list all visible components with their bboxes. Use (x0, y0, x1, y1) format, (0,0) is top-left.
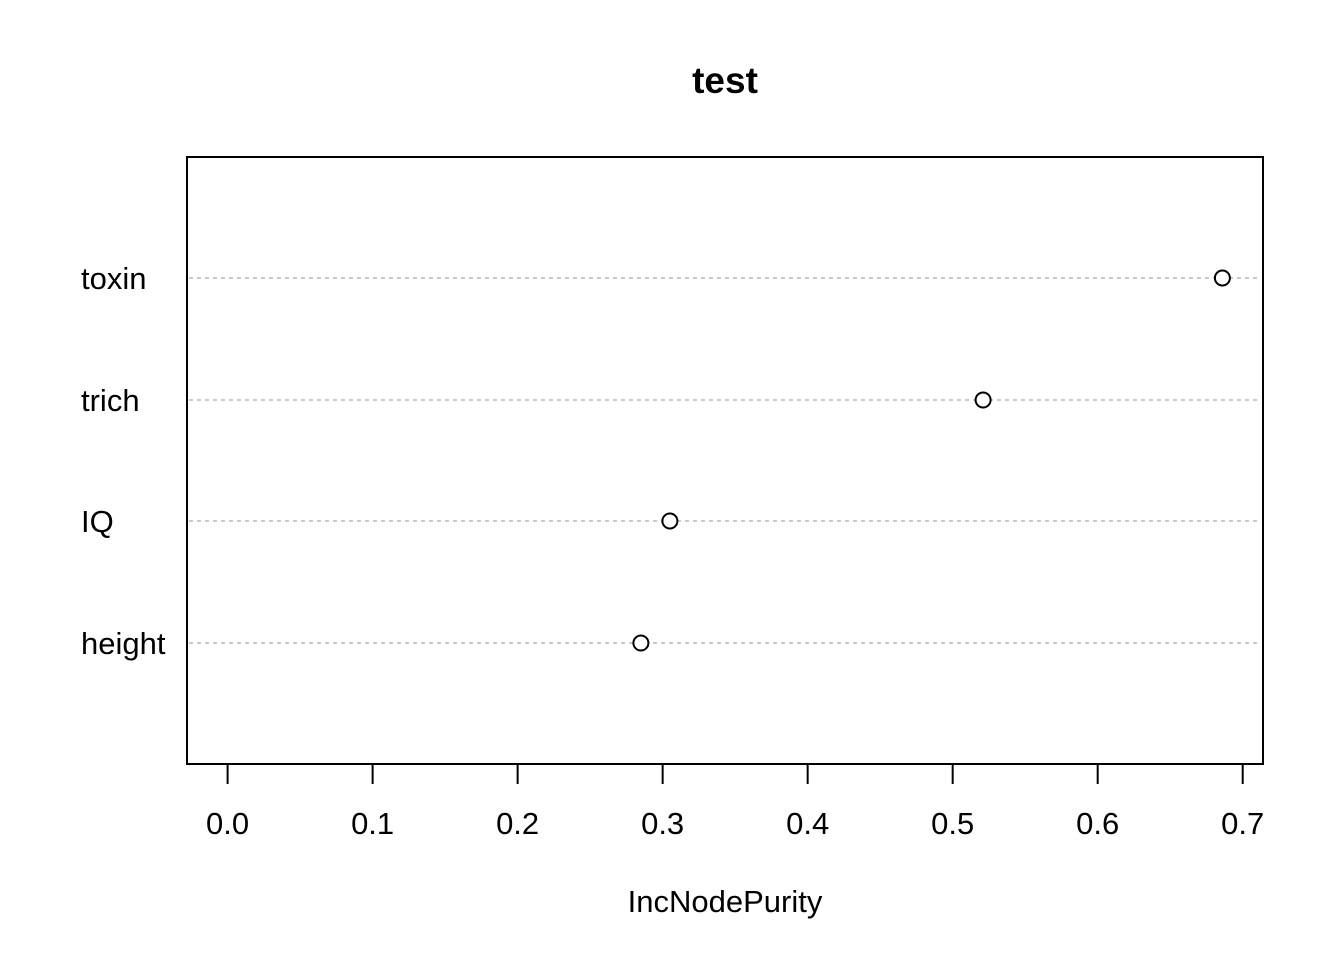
data-point-trich (974, 391, 992, 409)
x-tick-label: 0.5 (931, 806, 974, 841)
data-points (632, 269, 1231, 652)
category-label-trich: trich (81, 383, 140, 418)
x-tick-label: 0.1 (351, 806, 394, 841)
x-axis: 0.0 0.1 0.2 0.3 0.4 0.5 0.6 0.7 (206, 763, 1264, 841)
x-tick-label: 0.6 (1076, 806, 1119, 841)
category-label-height: height (81, 626, 166, 661)
x-tick-label: 0.7 (1221, 806, 1264, 841)
x-axis-title: IncNodePurity (628, 884, 823, 919)
category-labels: toxin trich IQ height (81, 261, 166, 661)
data-point-IQ (661, 512, 679, 530)
plot-frame (186, 156, 1264, 765)
x-tick-label: 0.4 (786, 806, 829, 841)
data-point-height (632, 634, 650, 652)
category-label-IQ: IQ (81, 504, 114, 539)
x-tick-label: 0.0 (206, 806, 249, 841)
category-label-toxin: toxin (81, 261, 146, 296)
chart-title: test (692, 60, 758, 101)
data-point-toxin (1213, 269, 1231, 287)
gridlines (189, 277, 1259, 644)
x-tick-label: 0.3 (641, 806, 684, 841)
x-tick-label: 0.2 (496, 806, 539, 841)
